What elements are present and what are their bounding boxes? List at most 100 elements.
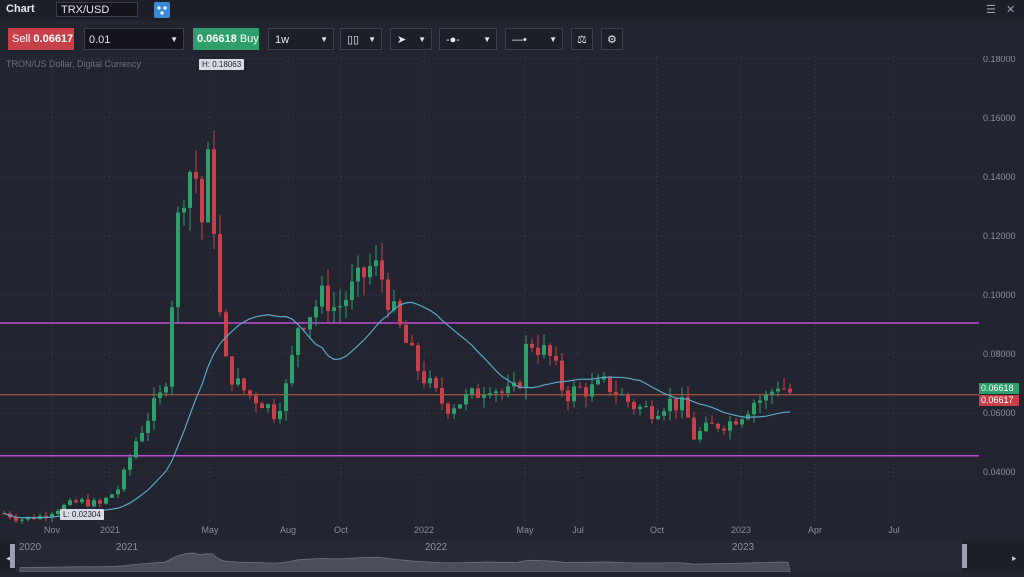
symbol-link-button[interactable] xyxy=(154,2,170,18)
trading-toolbar: Sell 0.06617 0.01 ▼ 0.06618 Buy 1w ▼ ▯▯ … xyxy=(0,20,1024,56)
sell-button[interactable]: Sell 0.06617 xyxy=(8,28,74,50)
ask-price-tag: 0.06618 xyxy=(979,383,1019,394)
chevron-down-icon: ▼ xyxy=(368,35,376,44)
candle-body xyxy=(530,343,534,348)
indicators-button[interactable]: ⚖ xyxy=(571,28,593,50)
sell-label: Sell xyxy=(12,33,31,45)
candle-body xyxy=(734,421,738,425)
candle-body xyxy=(650,406,654,420)
candle-body xyxy=(200,178,204,223)
candle-body xyxy=(488,393,492,396)
candle-body xyxy=(188,172,192,208)
candle-body xyxy=(56,510,60,514)
candle-body xyxy=(50,513,54,518)
candle-body xyxy=(86,499,90,507)
candle-body xyxy=(722,428,726,431)
candle-body xyxy=(344,299,348,307)
chart-type-select[interactable]: ▯▯ ▼ xyxy=(340,28,382,50)
candle-body xyxy=(536,347,540,355)
gear-icon: ⚙ xyxy=(607,34,617,46)
buy-button[interactable]: 0.06618 Buy xyxy=(193,28,259,50)
candle-body xyxy=(428,378,432,384)
candle-body xyxy=(122,469,126,490)
candle-body xyxy=(260,403,264,409)
candle-body xyxy=(104,497,108,504)
chart-subtitle: TRON/US Dollar, Digital Currency xyxy=(6,59,142,69)
candle-body xyxy=(116,489,120,495)
navigator-year-label: 2020 xyxy=(19,542,42,553)
line-tool-icon: —• xyxy=(512,34,527,46)
candle-body xyxy=(458,404,462,409)
price-tick-label: 0.04000 xyxy=(983,467,1016,477)
time-tool-select[interactable]: -●- ▼ xyxy=(439,28,497,50)
low-callout: L: 0.02304 xyxy=(60,509,104,520)
navigator-chart: ◂ ▸ 2020 2021 2022 2023 xyxy=(6,540,1017,573)
time-tick-label: Oct xyxy=(334,525,349,535)
navigator[interactable]: ◂ ▸ 2020 2021 2022 2023 xyxy=(0,540,1024,573)
panel-title: Chart xyxy=(6,3,35,15)
chevron-down-icon: ▼ xyxy=(170,35,178,44)
quantity-select[interactable]: 0.01 ▼ xyxy=(84,28,184,50)
candle-body xyxy=(206,149,210,223)
candlestick-icon: ▯▯ xyxy=(347,34,360,46)
cursor-select[interactable]: ➤ ▼ xyxy=(390,28,432,50)
candle-body xyxy=(788,388,792,393)
candle-body xyxy=(224,312,228,357)
candle-body xyxy=(308,317,312,330)
clock-icon: -●- xyxy=(446,34,460,46)
candle-body xyxy=(656,415,660,420)
top-bar: Chart TRX/USD ☰ ✕ xyxy=(0,0,1024,21)
price-tick-label: 0.14000 xyxy=(983,172,1016,182)
candle-body xyxy=(176,212,180,308)
symbol-input[interactable]: TRX/USD xyxy=(56,2,138,17)
close-icon[interactable]: ✕ xyxy=(1006,4,1016,16)
candle-body xyxy=(758,400,762,403)
candle-body xyxy=(626,394,630,402)
candle-body xyxy=(524,343,528,389)
price-chart[interactable]: 0.18000 0.16000 0.14000 0.12000 0.10000 0.080… xyxy=(0,56,1024,524)
candle-body xyxy=(410,342,414,346)
candle-body xyxy=(44,515,48,518)
candle-body xyxy=(608,376,612,393)
candle-body xyxy=(416,345,420,372)
candle-body xyxy=(554,355,558,361)
flask-icon: ⚖ xyxy=(577,34,587,46)
candle-body xyxy=(182,207,186,213)
draw-tool-select[interactable]: —• ▼ xyxy=(505,28,563,50)
navigator-right-handle xyxy=(962,544,967,568)
candle-body xyxy=(584,387,588,397)
candle-body xyxy=(572,386,576,402)
chart-area[interactable]: 0.18000 0.16000 0.14000 0.12000 0.10000 0.080… xyxy=(0,56,1024,524)
quantity-value: 0.01 xyxy=(89,34,111,46)
candle-body xyxy=(680,397,684,411)
candle-body xyxy=(782,388,786,390)
navigator-year-label: 2023 xyxy=(732,542,755,553)
settings-button[interactable]: ⚙ xyxy=(601,28,623,50)
candle-body xyxy=(632,401,636,410)
price-tick-label: 0.16000 xyxy=(983,113,1016,123)
candle-body xyxy=(218,233,222,313)
candle-body xyxy=(80,499,84,503)
candle-body xyxy=(614,392,618,395)
candle-body xyxy=(20,519,24,521)
candle-body xyxy=(98,500,102,504)
chart-grid xyxy=(0,56,975,524)
chevron-down-icon: ▼ xyxy=(320,35,328,44)
candle-body xyxy=(506,386,510,394)
candle-body xyxy=(710,422,714,424)
candle-body xyxy=(254,395,258,404)
candle-body xyxy=(356,267,360,282)
candle-body xyxy=(482,395,486,398)
timeframe-select[interactable]: 1w ▼ xyxy=(268,28,334,50)
candle-body xyxy=(602,376,606,380)
menu-icon[interactable]: ☰ xyxy=(986,4,996,16)
candle-body xyxy=(236,378,240,385)
time-tick-label: 2023 xyxy=(731,525,751,535)
candle-body xyxy=(362,267,366,278)
candle-body xyxy=(566,390,570,402)
candle-body xyxy=(446,403,450,414)
candle-body xyxy=(386,279,390,311)
navigator-year-label: 2021 xyxy=(116,542,139,553)
time-tick-label: May xyxy=(516,525,534,535)
candle-body xyxy=(398,301,402,325)
